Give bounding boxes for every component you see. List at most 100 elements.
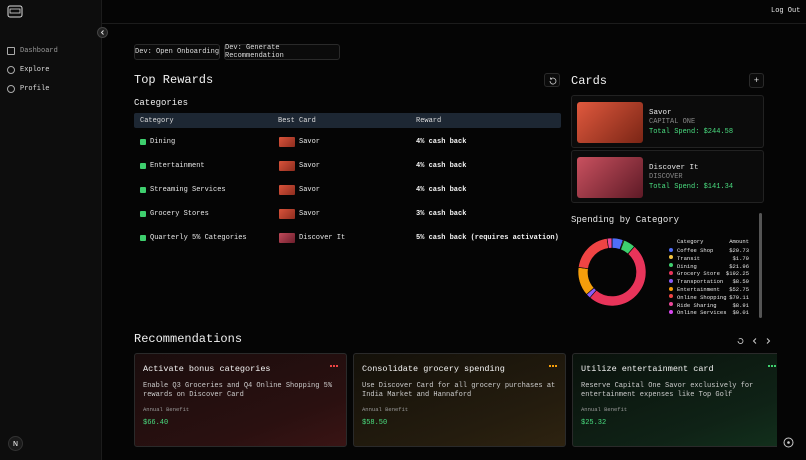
reward: 4% cash back (416, 162, 467, 170)
logout-button[interactable]: Log Out (771, 7, 801, 15)
rec-benefit-label: Annual Benefit (362, 406, 409, 413)
legend-name: Grocery Store (677, 270, 720, 278)
rec-controls[interactable] (733, 335, 775, 347)
category: Quarterly 5% Categories (150, 234, 247, 242)
donut-slice (577, 238, 609, 270)
topbar-border (102, 23, 806, 24)
category: Streaming Services (150, 186, 226, 194)
rec-description: Enable Q3 Groceries and Q4 Online Shoppi… (143, 382, 333, 399)
section-title: Top Rewards (134, 73, 214, 87)
collapse-button[interactable] (97, 27, 108, 38)
recommendation-card[interactable]: Consolidate grocery spending Use Discover… (353, 353, 566, 447)
account-avatar[interactable]: N (8, 436, 23, 451)
rec-description: Use Discover Card for all grocery purcha… (362, 382, 556, 399)
legend-name: Coffee Shop (677, 247, 714, 254)
legend-name: Transit (677, 254, 701, 262)
cards-title: Cards (571, 74, 608, 88)
rec-benefit: $58.50 (362, 419, 388, 427)
best-card: Savor (299, 162, 321, 170)
card-issuer: DISCOVER (649, 173, 683, 181)
dev-button[interactable]: Dev: Generate Recommendation (224, 44, 340, 60)
donut-slice (589, 246, 647, 307)
nav-icon (7, 85, 15, 93)
legend-name: Transportation (677, 278, 724, 286)
legend-header: Category (677, 238, 704, 245)
card-thumb (279, 161, 295, 171)
rec-title: Utilize entertainment card (581, 364, 714, 374)
rec-benefit-label: Annual Benefit (143, 406, 190, 413)
card-name: Savor (649, 109, 672, 117)
card-item[interactable]: Savor CAPITAL ONE Total Spend: $244.58 (571, 95, 764, 148)
legend-swatch (669, 247, 673, 252)
legend-swatch (669, 286, 673, 291)
category: Dining (150, 138, 176, 146)
card-image (577, 157, 643, 198)
category: Grocery Stores (150, 210, 209, 218)
table-row: Quarterly 5% Categories Discover It 5% cas… (134, 226, 561, 250)
table-header (134, 113, 561, 128)
legend-header: Amount (729, 238, 749, 245)
svg-text:N: N (13, 440, 18, 448)
category-icon (140, 235, 146, 241)
recommendation-card[interactable]: Activate bonus categories Enable Q3 Groce… (134, 353, 347, 447)
reward: 3% cash back (416, 210, 467, 218)
legend-swatch (669, 294, 673, 299)
recommendation-card[interactable]: Utilize entertainment card Reserve Capita… (572, 353, 777, 447)
rec-title: Activate bonus categories (143, 364, 271, 374)
add-card-button[interactable]: + (749, 73, 764, 88)
card-spend: Total Spend: $141.34 (649, 183, 734, 191)
legend-swatch (669, 309, 673, 314)
legend-swatch (669, 302, 673, 307)
nav-item[interactable]: Dashboard (20, 47, 58, 55)
dev-button[interactable]: Dev: Open Onboarding (134, 44, 220, 60)
logo[interactable] (7, 5, 23, 18)
legend-amount: $8.50 (732, 278, 749, 286)
legend-swatch (669, 263, 673, 268)
legend-amount: $20.73 (729, 247, 749, 254)
card-item[interactable]: Discover It DISCOVER Total Spend: $141.34 (571, 150, 764, 203)
column-header: Category (140, 117, 174, 125)
legend-amount: $8.91 (732, 301, 749, 309)
category-icon (140, 187, 146, 193)
refresh-button[interactable] (544, 73, 560, 87)
best-card: Discover It (299, 234, 346, 242)
table-row: Grocery Stores Savor 3% cash back (134, 202, 561, 226)
legend-amount: $52.75 (729, 286, 749, 293)
card-thumb (279, 137, 295, 147)
legend-swatch (669, 255, 673, 260)
table-row: Streaming Services Savor 4% cash back (134, 178, 561, 202)
column-header: Reward (416, 117, 442, 125)
nav-item[interactable]: Profile (20, 85, 50, 93)
category-icon (140, 139, 146, 145)
spending-title: Spending by Category (571, 215, 680, 225)
rec-benefit-label: Annual Benefit (581, 406, 628, 413)
legend-name: Dining (677, 262, 697, 270)
legend-swatch (669, 278, 673, 283)
nav-item[interactable]: Explore (20, 66, 50, 74)
rec-benefit: $25.32 (581, 419, 607, 427)
card-name: Discover It (649, 164, 699, 172)
rec-title: Consolidate grocery spending (362, 364, 505, 374)
table-row: Entertainment Savor 4% cash back (134, 154, 561, 178)
nav-icon (7, 66, 15, 74)
legend-amount: $21.96 (729, 262, 749, 270)
rec-icon (549, 365, 557, 367)
category: Entertainment (150, 162, 205, 170)
legend-name: Online Services (677, 309, 727, 317)
help-button[interactable] (783, 437, 794, 448)
best-card: Savor (299, 210, 321, 218)
nav-icon (7, 47, 15, 55)
legend-amount: $79.11 (729, 293, 749, 301)
card-thumb (279, 185, 295, 195)
rec-benefit: $66.40 (143, 419, 169, 427)
legend-swatch (669, 270, 673, 275)
rec-icon (330, 365, 338, 367)
scrollbar (759, 213, 762, 318)
recommendations-title: Recommendations (134, 332, 243, 346)
card-image (577, 102, 643, 143)
sidebar: Dashboard Explore Profile N (0, 0, 102, 460)
category-icon (140, 211, 146, 217)
table-row: Dining Savor 4% cash back (134, 130, 561, 154)
reward: 5% cash back (requires activation) (416, 234, 559, 242)
